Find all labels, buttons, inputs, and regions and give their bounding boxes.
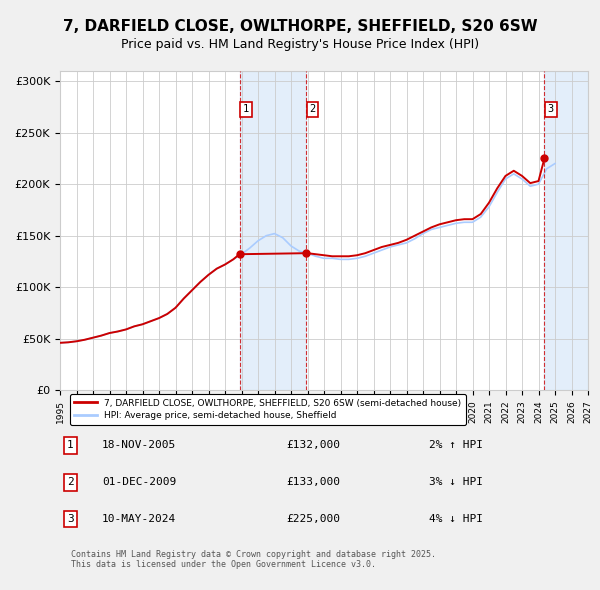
Text: 2% ↑ HPI: 2% ↑ HPI (429, 440, 483, 450)
Text: Price paid vs. HM Land Registry's House Price Index (HPI): Price paid vs. HM Land Registry's House … (121, 38, 479, 51)
Text: 10-MAY-2024: 10-MAY-2024 (102, 514, 176, 524)
Text: 18-NOV-2005: 18-NOV-2005 (102, 440, 176, 450)
Text: 2: 2 (310, 104, 316, 114)
Text: £133,000: £133,000 (286, 477, 340, 487)
Text: 3: 3 (548, 104, 554, 114)
Text: 3: 3 (67, 514, 74, 524)
Text: 1: 1 (67, 440, 74, 450)
Text: 3% ↓ HPI: 3% ↓ HPI (429, 477, 483, 487)
Text: 01-DEC-2009: 01-DEC-2009 (102, 477, 176, 487)
Text: 7, DARFIELD CLOSE, OWLTHORPE, SHEFFIELD, S20 6SW: 7, DARFIELD CLOSE, OWLTHORPE, SHEFFIELD,… (62, 19, 538, 34)
Text: Contains HM Land Registry data © Crown copyright and database right 2025.
This d: Contains HM Land Registry data © Crown c… (71, 550, 436, 569)
Bar (239, 71, 306, 390)
Text: £225,000: £225,000 (286, 514, 340, 524)
Bar (544, 71, 588, 390)
Text: 1: 1 (243, 104, 249, 114)
Text: £132,000: £132,000 (286, 440, 340, 450)
Legend: 7, DARFIELD CLOSE, OWLTHORPE, SHEFFIELD, S20 6SW (semi-detached house), HPI: Ave: 7, DARFIELD CLOSE, OWLTHORPE, SHEFFIELD,… (70, 394, 466, 425)
Text: 4% ↓ HPI: 4% ↓ HPI (429, 514, 483, 524)
Text: 2: 2 (67, 477, 74, 487)
